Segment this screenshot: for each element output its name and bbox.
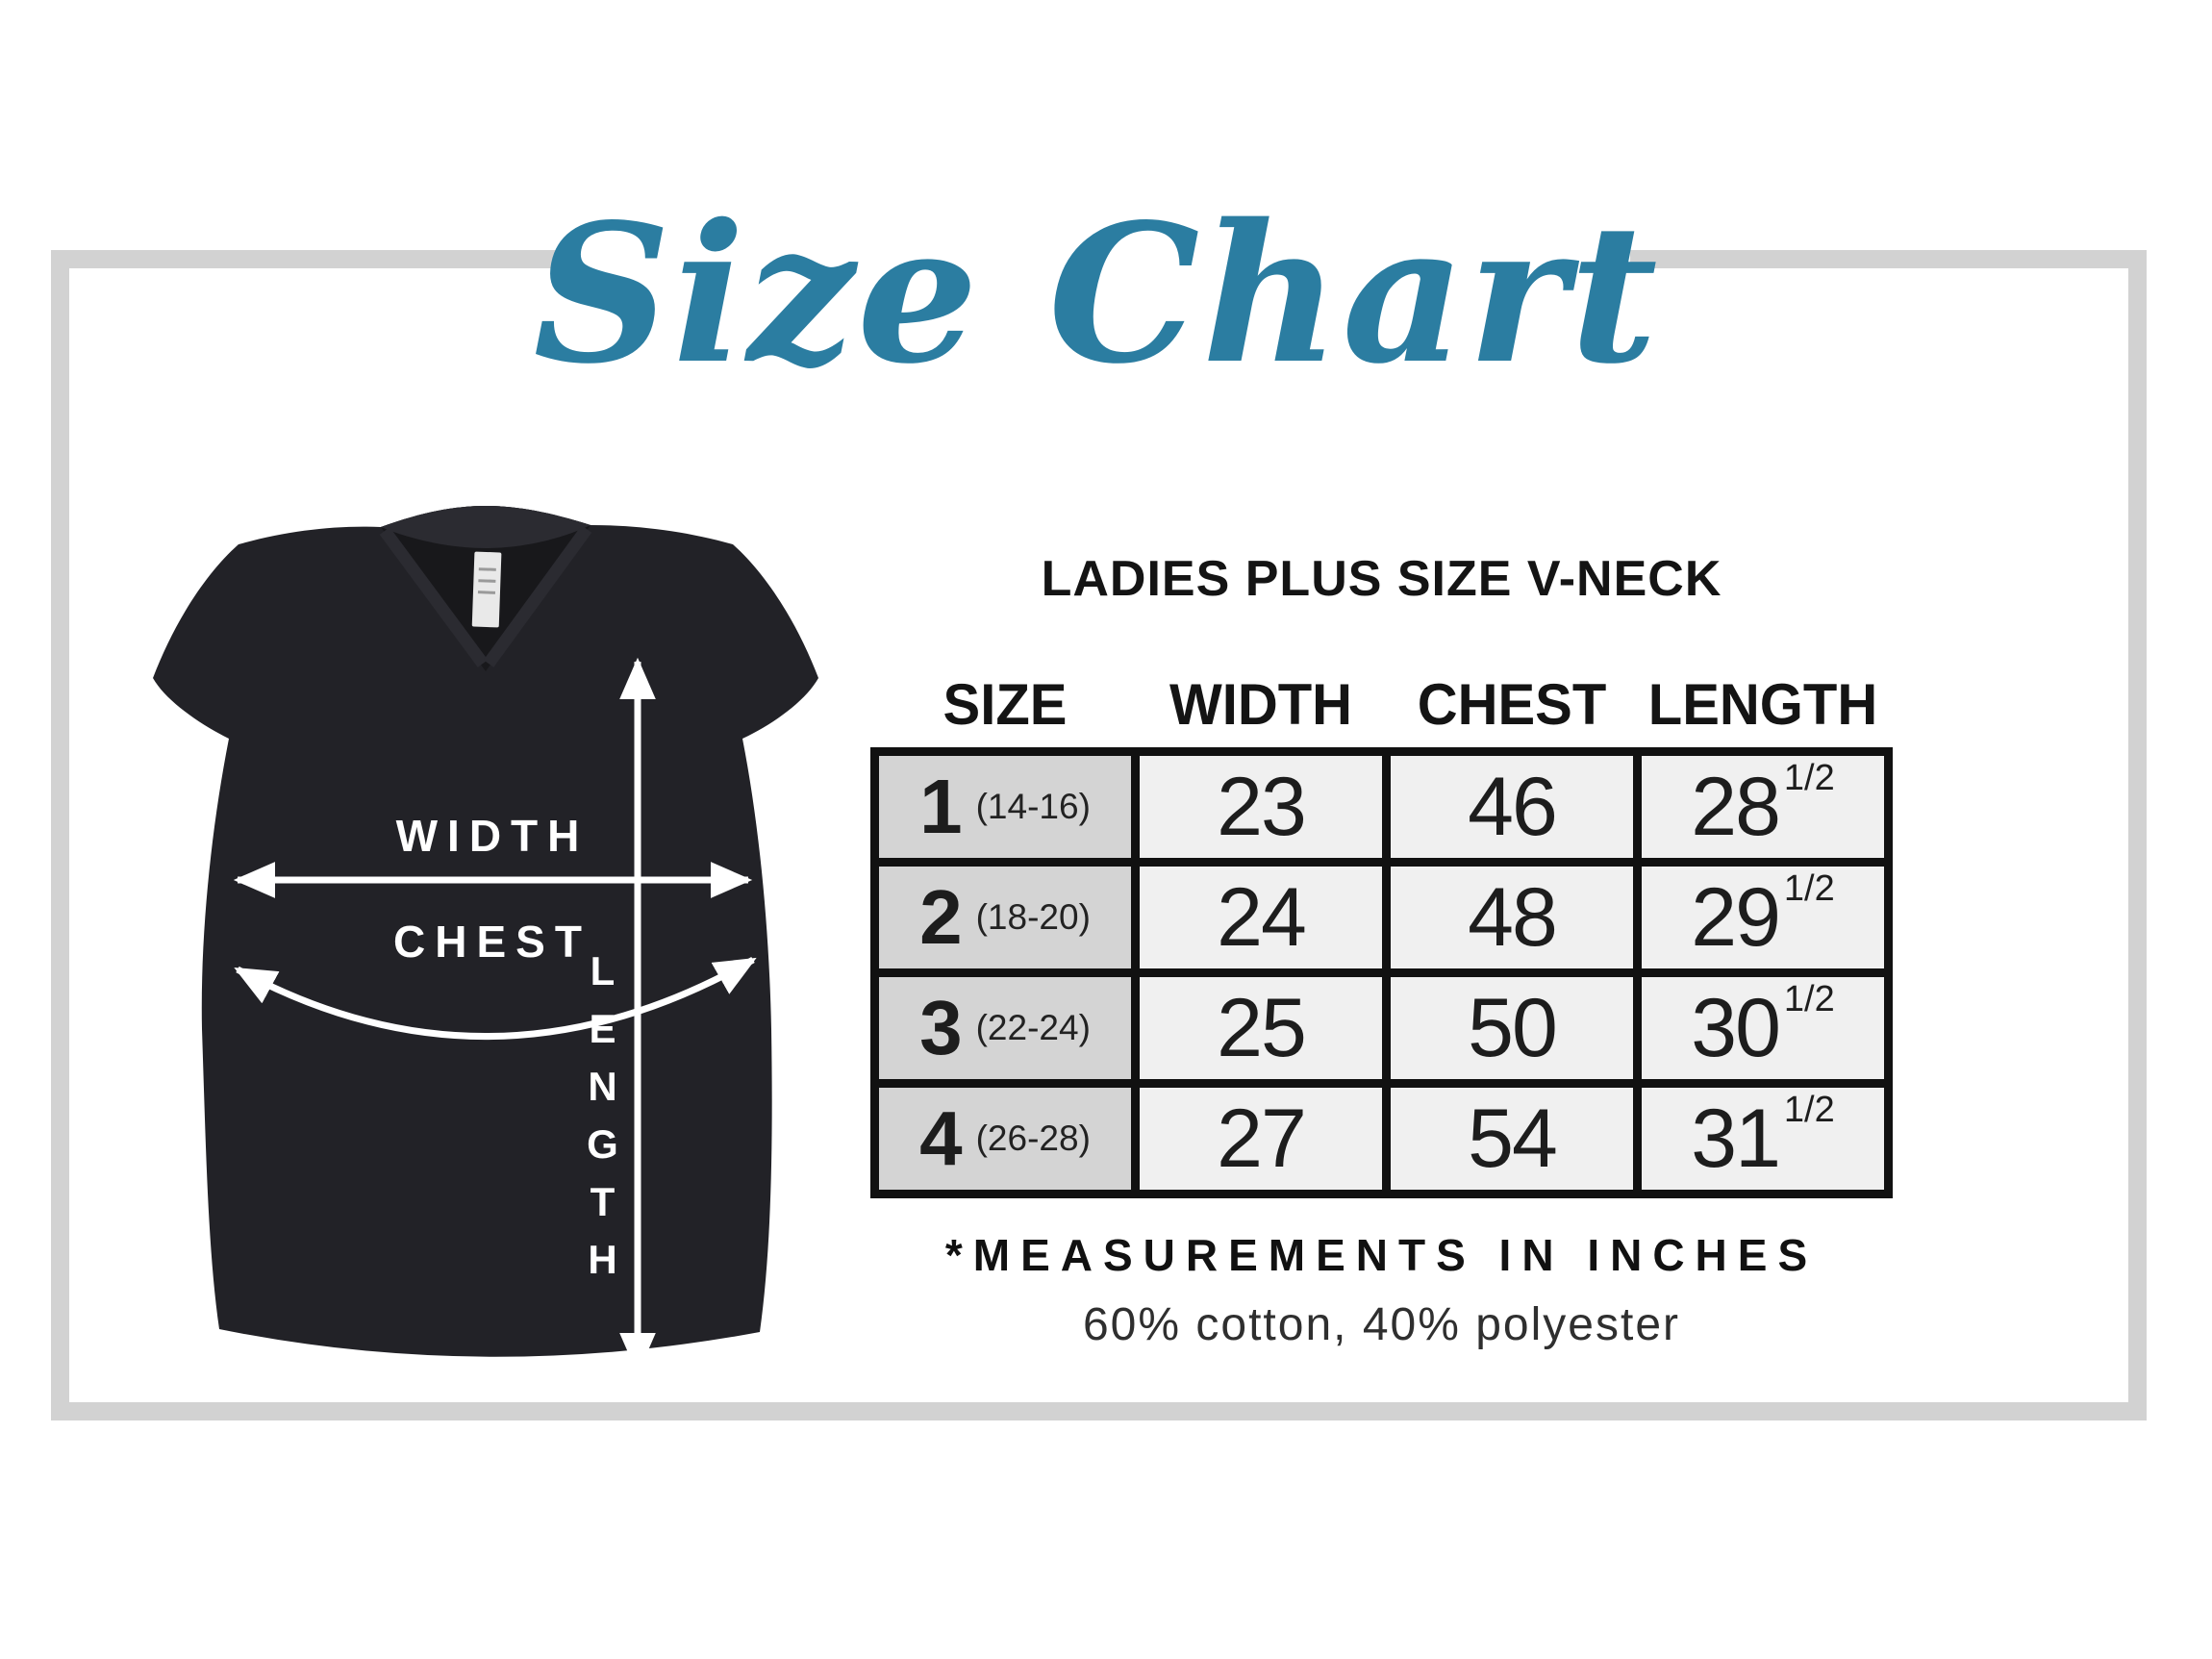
size-chart-panel: LADIES PLUS SIZE V-NECK SIZE WIDTH CHEST… (870, 550, 1893, 1351)
vneck-band-left (379, 527, 489, 667)
column-header-chest: CHEST (1417, 671, 1607, 738)
length-label: LENGTH (580, 948, 625, 1295)
width-value-row2: 24 (1140, 867, 1382, 968)
column-header-length: LENGTH (1647, 671, 1878, 738)
width-label: WIDTH (395, 811, 590, 861)
frame-border-top-right (1616, 250, 2147, 268)
column-header-size: SIZE (943, 671, 1068, 738)
vneck-band-right (483, 525, 592, 667)
chest-value-row1: 46 (1391, 756, 1633, 858)
frame-border-bottom (51, 1402, 2147, 1420)
chest-value-row4: 54 (1391, 1088, 1633, 1190)
chest-label: CHEST (393, 917, 591, 967)
size-table: 1 (14-16) 23 46 28 1/2 2 (18-20) 24 48 2… (870, 747, 1893, 1198)
table-header-row: SIZE WIDTH CHEST LENGTH (870, 664, 1893, 745)
size-range: (14-16) (975, 787, 1091, 826)
size-cell-row2: 2 (18-20) (879, 867, 1131, 968)
width-value-row3: 25 (1140, 977, 1382, 1079)
size-cell-row1: 1 (14-16) (879, 756, 1131, 858)
chest-value-row3: 50 (1391, 977, 1633, 1079)
length-value-row2: 29 1/2 (1642, 867, 1884, 968)
size-range: (26-28) (975, 1119, 1091, 1158)
length-value-row1: 28 1/2 (1642, 756, 1884, 858)
frame-border-left (51, 250, 69, 1420)
size-cell-row4: 4 (26-28) (879, 1088, 1131, 1190)
product-heading: LADIES PLUS SIZE V-NECK (1041, 551, 1722, 607)
width-value-row1: 23 (1140, 756, 1382, 858)
size-cell-row3: 3 (22-24) (879, 977, 1131, 1079)
tshirt-graphic: WIDTH CHEST LENGTH (144, 481, 827, 1395)
size-number: 2 (919, 874, 963, 960)
size-range: (18-20) (975, 897, 1091, 937)
chest-value-row2: 48 (1391, 867, 1633, 968)
size-number: 4 (919, 1095, 963, 1181)
measurements-note: *MEASUREMENTS IN INCHES (944, 1230, 1819, 1280)
collar-band (381, 506, 591, 548)
frame-border-right (2128, 250, 2147, 1420)
tshirt-illustration (153, 506, 818, 1375)
size-number: 1 (919, 764, 963, 849)
fabric-note: 60% cotton, 40% polyester (1082, 1299, 1680, 1350)
chest-arrow (234, 956, 757, 1041)
width-value-row4: 27 (1140, 1088, 1382, 1190)
collar-tag (471, 551, 502, 628)
length-value-row4: 31 1/2 (1642, 1088, 1884, 1190)
frame-border-top-left (51, 250, 577, 268)
size-range: (22-24) (975, 1008, 1091, 1047)
length-value-row3: 30 1/2 (1642, 977, 1884, 1079)
size-number: 3 (919, 985, 963, 1070)
column-header-width: WIDTH (1169, 671, 1353, 738)
page-title: Size Chart (533, 106, 1658, 481)
